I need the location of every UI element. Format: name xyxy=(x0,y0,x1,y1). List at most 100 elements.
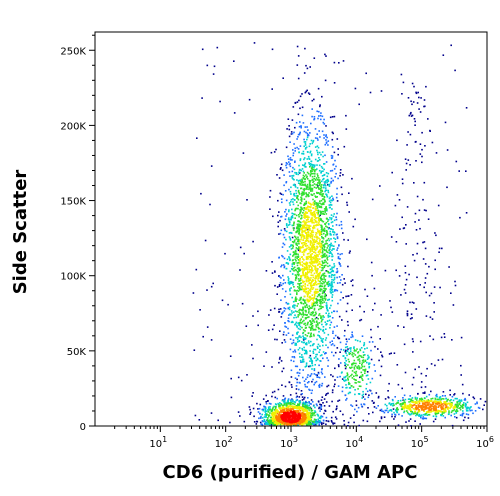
event-dot xyxy=(318,231,321,234)
event-dot xyxy=(292,321,294,324)
event-dot xyxy=(325,55,327,57)
event-dot xyxy=(333,265,336,267)
event-dot xyxy=(307,202,310,204)
event-dot xyxy=(361,364,363,366)
event-dot xyxy=(310,329,312,331)
event-dot xyxy=(424,397,426,400)
event-dot xyxy=(377,348,379,350)
event-dot xyxy=(271,410,274,412)
event-dot xyxy=(259,412,261,415)
event-dot xyxy=(448,411,450,414)
event-dot xyxy=(309,163,312,165)
event-dot xyxy=(313,186,316,189)
event-dot xyxy=(304,406,307,409)
event-dot xyxy=(321,295,323,297)
event-dot xyxy=(304,306,306,309)
event-dot xyxy=(306,410,308,413)
event-dot xyxy=(326,208,328,210)
event-dot xyxy=(467,409,469,412)
event-dot xyxy=(302,298,304,301)
event-dot xyxy=(294,258,296,261)
event-dot xyxy=(265,351,268,353)
event-dot xyxy=(304,268,306,271)
event-dot xyxy=(299,308,301,311)
event-dot xyxy=(423,402,425,404)
event-dot xyxy=(322,255,324,257)
event-dot xyxy=(311,327,314,329)
event-dot xyxy=(333,115,336,118)
event-dot xyxy=(327,384,330,387)
event-dot xyxy=(483,404,485,406)
event-dot xyxy=(267,421,269,424)
event-dot xyxy=(411,114,414,117)
event-dot xyxy=(321,198,324,200)
event-dot xyxy=(328,405,331,407)
event-dot xyxy=(317,254,319,256)
event-dot xyxy=(357,352,359,354)
event-dot xyxy=(336,268,338,270)
event-dot xyxy=(329,268,332,270)
event-dot xyxy=(290,280,292,283)
event-dot xyxy=(425,209,427,212)
event-dot xyxy=(309,241,312,244)
event-dot xyxy=(309,143,311,145)
event-dot xyxy=(416,242,419,245)
event-dot xyxy=(345,338,348,340)
event-dot xyxy=(434,418,437,420)
event-dot xyxy=(458,170,460,172)
event-dot xyxy=(318,335,321,337)
event-dot xyxy=(434,398,437,400)
event-dot xyxy=(318,230,320,232)
event-dot xyxy=(312,352,315,354)
event-dot xyxy=(314,304,316,307)
event-dot xyxy=(283,257,286,260)
event-dot xyxy=(303,398,305,400)
event-dot xyxy=(448,413,450,415)
event-dot xyxy=(311,194,314,196)
event-dot xyxy=(315,324,317,326)
event-dot xyxy=(315,261,318,264)
event-dot xyxy=(290,310,293,312)
event-dot xyxy=(410,409,412,412)
event-dot xyxy=(279,356,281,359)
event-dot xyxy=(303,380,306,382)
event-dot xyxy=(309,335,312,337)
event-dot xyxy=(293,263,295,265)
event-dot xyxy=(318,183,321,185)
event-dot xyxy=(430,292,433,295)
event-dot xyxy=(296,256,298,258)
event-dot xyxy=(283,409,285,411)
event-dot xyxy=(457,400,459,403)
event-dot xyxy=(294,147,296,150)
event-dot xyxy=(330,286,332,288)
event-dot xyxy=(312,420,314,423)
event-dot xyxy=(333,266,335,269)
event-dot xyxy=(313,98,315,101)
event-dot xyxy=(290,248,293,250)
event-dot xyxy=(392,402,395,405)
event-dot xyxy=(356,348,358,350)
event-dot xyxy=(324,278,327,281)
event-dot xyxy=(329,216,331,219)
event-dot xyxy=(281,399,284,402)
event-dot xyxy=(296,333,298,335)
event-dot xyxy=(315,221,317,223)
event-dot xyxy=(200,192,202,195)
event-dot xyxy=(311,312,314,315)
event-dot xyxy=(306,275,309,278)
event-dot xyxy=(306,253,309,255)
event-dot xyxy=(335,407,338,410)
event-dot xyxy=(413,85,415,88)
event-dot xyxy=(292,245,294,248)
event-dot xyxy=(307,218,309,221)
event-dot xyxy=(313,309,316,311)
event-dot xyxy=(249,413,251,415)
event-dot xyxy=(309,180,312,182)
event-dot xyxy=(321,261,324,264)
event-dot xyxy=(320,337,322,340)
event-dot xyxy=(294,314,296,316)
event-dot xyxy=(407,131,409,133)
event-dot xyxy=(312,329,314,331)
event-dot xyxy=(283,265,286,268)
event-dot xyxy=(329,116,332,119)
